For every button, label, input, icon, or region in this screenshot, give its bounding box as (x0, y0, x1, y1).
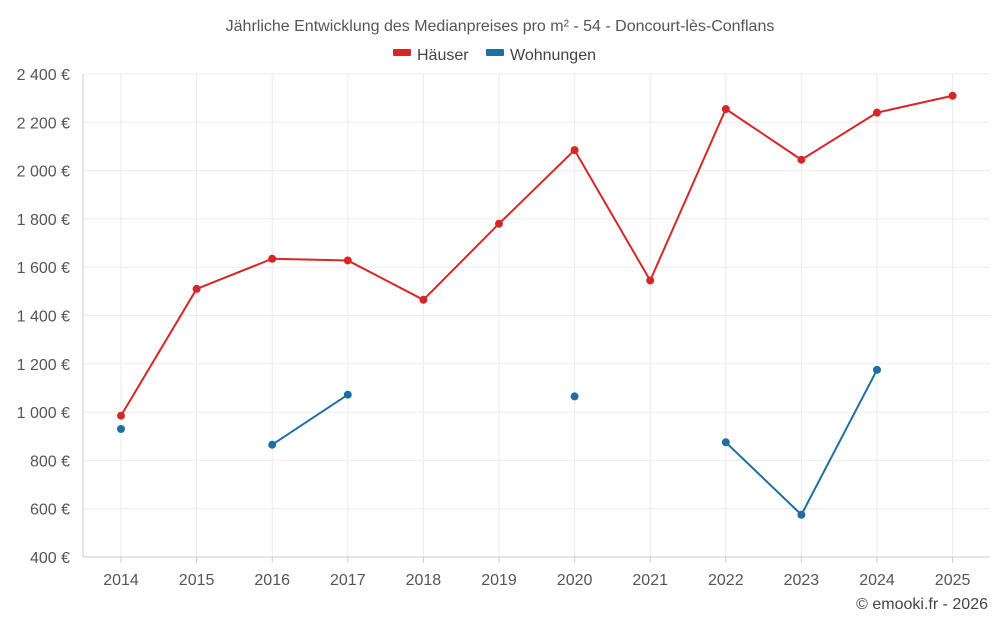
x-axis: 2014 2015 2016 2017 2018 2019 2020 2021 2022 2023… (83, 556, 990, 589)
data-point (948, 91, 957, 100)
data-point (343, 390, 352, 399)
data-point (721, 438, 730, 447)
y-tick-label: 600 € (30, 502, 70, 519)
data-point (117, 425, 125, 434)
data-point (646, 276, 655, 285)
series-line (271, 393, 349, 446)
legend: Häuser Wohnungen (393, 47, 596, 64)
y-tick-label: 1 800 € (17, 212, 70, 229)
y-tick-label: 2 200 € (17, 115, 70, 132)
x-tick-label: 2023 (784, 572, 820, 589)
x-tick-label: 2018 (406, 572, 442, 589)
y-tick-label: 1 200 € (17, 357, 70, 374)
y-tick-label: 1 000 € (17, 405, 70, 422)
x-tick-label: 2017 (330, 572, 366, 589)
x-tick-label: 2022 (708, 572, 744, 589)
y-tick-label: 800 € (30, 453, 70, 470)
y-tick-label: 1 600 € (17, 260, 70, 277)
x-tick-label: 2021 (632, 572, 668, 589)
y-tick-label: 400 € (30, 550, 70, 567)
data-point (419, 295, 428, 304)
data-point (721, 105, 730, 114)
data-point (873, 108, 881, 117)
data-point (192, 284, 201, 293)
grid (83, 73, 990, 557)
series-layer (117, 91, 957, 519)
data-point (268, 254, 277, 263)
data-point (797, 155, 806, 164)
x-tick-label: 2020 (557, 572, 593, 589)
x-tick-label: 2025 (935, 572, 971, 589)
y-tick-label: 2 000 € (17, 164, 70, 181)
data-point (117, 411, 125, 420)
x-tick-label: 2014 (103, 572, 139, 589)
series-1 (117, 365, 881, 519)
legend-label: Wohnungen (510, 47, 596, 64)
series-0 (117, 91, 957, 420)
y-tick-label: 1 400 € (17, 309, 70, 326)
data-point (268, 440, 277, 449)
series-line (120, 94, 953, 417)
data-point (873, 365, 881, 374)
x-tick-label: 2024 (859, 572, 895, 589)
data-point (343, 256, 352, 265)
legend-swatch (393, 49, 411, 56)
data-point (570, 392, 579, 401)
y-axis: 400 € 600 € 800 € 1 000 € 1 200 € 1 400 € 1 60… (17, 67, 84, 567)
x-tick-label: 2015 (179, 572, 215, 589)
x-tick-label: 2019 (481, 572, 517, 589)
data-point (797, 510, 806, 519)
data-point (495, 219, 503, 228)
x-tick-label: 2016 (254, 572, 290, 589)
legend-label: Häuser (417, 47, 469, 64)
legend-swatch (486, 49, 504, 56)
credit-text: © emooki.fr - 2026 (856, 596, 988, 613)
data-point (570, 146, 579, 155)
y-tick-label: 2 400 € (17, 67, 70, 84)
chart-title: Jährliche Entwicklung des Medianpreises … (226, 18, 775, 35)
